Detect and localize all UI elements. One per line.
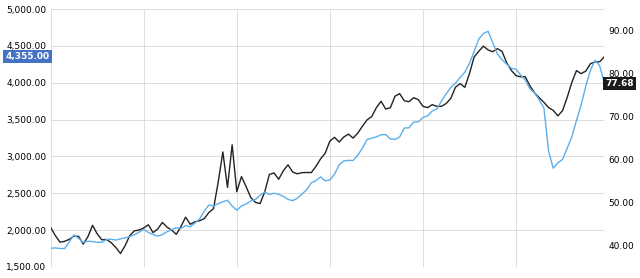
- Text: 4,355.00: 4,355.00: [6, 52, 49, 61]
- Text: 77.68: 77.68: [605, 79, 634, 88]
